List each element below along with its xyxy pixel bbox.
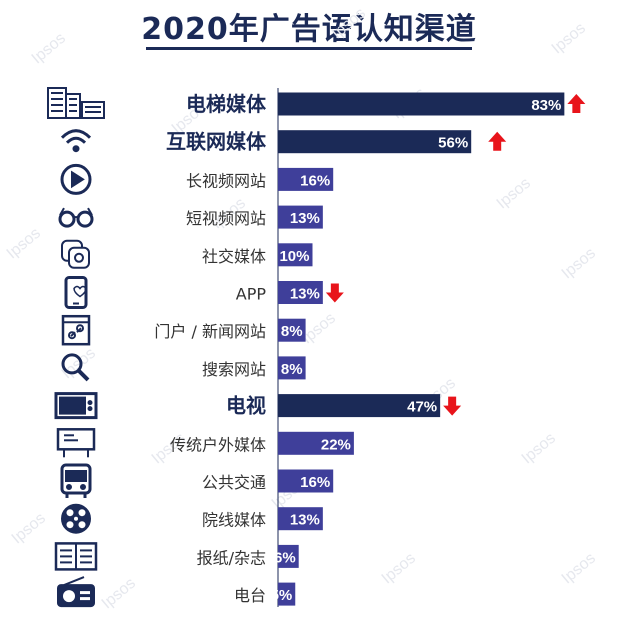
bar-12 [278, 544, 299, 568]
bar-10 [278, 469, 334, 493]
bar-8 [278, 394, 441, 418]
chart-title: 2020年广告语认知渠道 [141, 12, 477, 47]
radio-icon [57, 576, 95, 608]
trend-down-arrow-5 [325, 283, 344, 303]
film-reel-icon [61, 503, 91, 534]
value-label-1: 56% [438, 135, 468, 152]
category-label-6: 门户 / 新闻网站 [154, 322, 266, 341]
category-label-12: 报纸/杂志 [197, 548, 266, 567]
category-label-2: 长视频网站 [186, 171, 266, 190]
value-label-5: 13% [290, 286, 320, 303]
search-icon [61, 353, 90, 382]
category-label-4: 社交媒体 [202, 247, 266, 266]
bar-9 [278, 431, 354, 455]
title-underline [146, 47, 472, 50]
newspaper-icon [54, 542, 98, 571]
bar-3 [278, 205, 323, 229]
bar-1 [278, 130, 472, 154]
social-icon [61, 239, 90, 269]
trend-down-arrow-8 [443, 396, 462, 416]
value-label-8: 47% [407, 399, 437, 416]
value-label-9: 22% [321, 436, 351, 453]
value-label-3: 13% [290, 210, 320, 227]
value-label-13: 5% [271, 587, 293, 604]
bar-7 [278, 356, 306, 380]
glasses-icon [58, 207, 94, 228]
trend-up-arrow-0 [567, 94, 586, 113]
category-label-1: 互联网媒体 [166, 130, 267, 154]
bar-2 [278, 167, 334, 191]
building-icon [47, 87, 105, 119]
value-label-4: 10% [279, 248, 309, 265]
billboard-icon [56, 428, 96, 458]
bar-0 [278, 92, 565, 116]
category-label-5: APP [236, 285, 267, 304]
value-label-2: 16% [300, 172, 330, 189]
bar-4 [278, 243, 313, 267]
bar-13 [278, 582, 296, 606]
wifi-icon [60, 129, 92, 153]
category-label-10: 公共交通 [202, 473, 266, 492]
bus-icon [60, 463, 92, 498]
category-label-3: 短视频网站 [186, 209, 266, 228]
bar-11 [278, 507, 323, 531]
play-icon [60, 163, 92, 195]
value-label-12: 6% [274, 549, 296, 566]
category-label-0: 电梯媒体 [186, 92, 267, 116]
web-portal-icon [61, 314, 91, 346]
category-label-7: 搜索网站 [202, 360, 266, 379]
category-label-11: 院线媒体 [202, 511, 266, 530]
phone-icon [64, 276, 88, 309]
category-label-8: 电视 [226, 394, 266, 418]
tv-icon [54, 392, 98, 420]
value-label-10: 16% [300, 474, 330, 491]
bar-6 [278, 318, 306, 342]
value-label-0: 83% [531, 97, 561, 114]
value-label-6: 8% [281, 323, 303, 340]
value-label-7: 8% [281, 361, 303, 378]
category-label-13: 电台 [234, 586, 266, 605]
trend-up-arrow-1 [488, 131, 507, 151]
value-label-11: 13% [290, 512, 320, 529]
bar-5 [278, 281, 323, 304]
category-label-9: 传统户外媒体 [170, 435, 266, 454]
